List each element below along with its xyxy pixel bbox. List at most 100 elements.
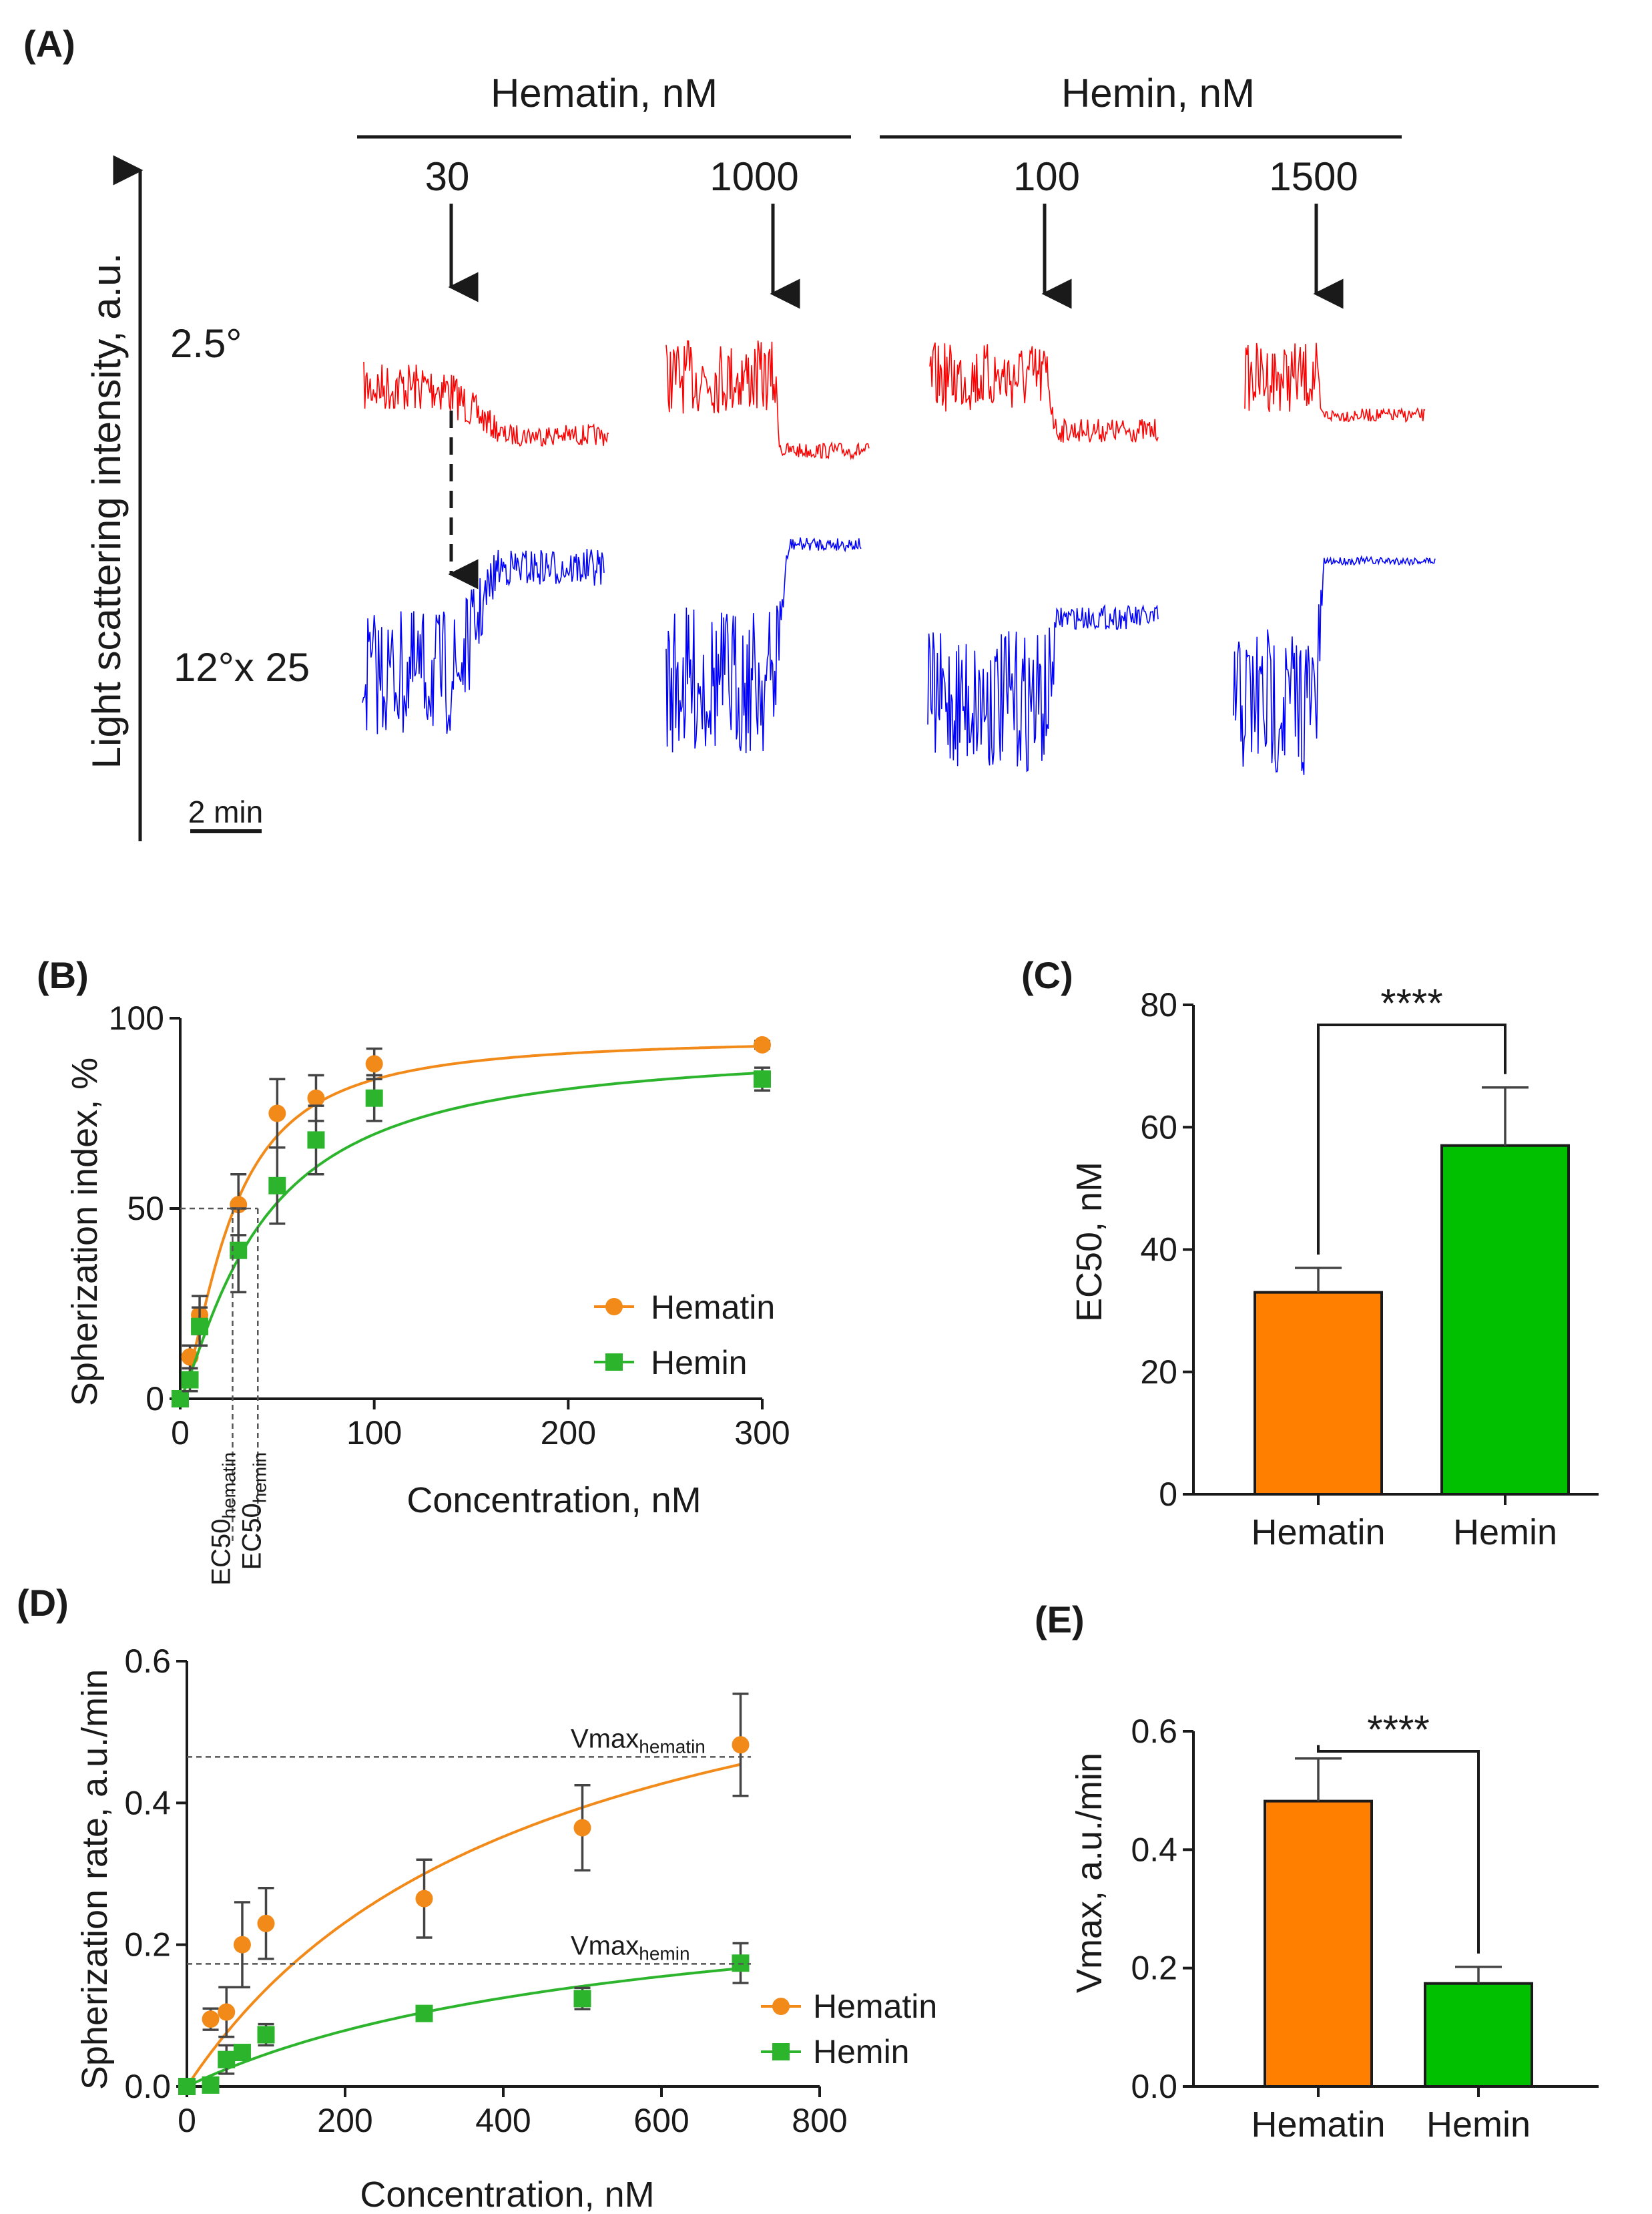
data-point-hemin: [233, 2044, 251, 2062]
x-tick-label: 0: [178, 2102, 196, 2139]
y-tick-label: 0.2: [1131, 1950, 1177, 1987]
data-point-hemin: [268, 1176, 286, 1194]
significance-label: ****: [1367, 1707, 1429, 1752]
significance-bracket: [1317, 1745, 1480, 1954]
row-label-top: 2.5°: [170, 321, 242, 366]
legend-d-hemin-marker: [772, 2043, 790, 2060]
y-tick-label: 80: [1140, 986, 1177, 1024]
category-label-hematin: Hematin: [1251, 1512, 1385, 1552]
fit-curve-hematin: [186, 1763, 741, 2088]
category-label-hematin: Hematin: [1251, 2105, 1385, 2145]
panel-e-label: (E): [1035, 1598, 1085, 1640]
data-point-hemin: [415, 2004, 433, 2022]
bar-hematin: [1264, 1799, 1373, 2088]
x-tick-label: 300: [734, 1414, 790, 1452]
data-point-hemin: [218, 2050, 236, 2068]
panel-c: (C) EC50, nM 0 20 40 60 80 Hematin Hemin ****: [1021, 954, 1599, 1552]
chart-c-ylabel: EC50, nM: [1069, 1162, 1109, 1322]
trace-blue-3: [927, 604, 1159, 772]
category-label-hemin: Hemin: [1426, 2105, 1531, 2145]
y-tick-label: 0.2: [124, 1926, 171, 1964]
panel-a: (A) Hematin, nM Hemin, nM 30 1000 100 15…: [23, 23, 1436, 841]
y-tick-label: 0.0: [1131, 2068, 1177, 2105]
data-point-hemin: [754, 1070, 771, 1088]
chart-d-ylabel: Spherization rate, a.u./min: [75, 1669, 115, 2090]
legend-hematin-marker: [605, 1298, 623, 1315]
chart-b-legend: Hematin Hemin: [594, 1289, 775, 1381]
chart-d-xlabel: Concentration, nM: [360, 2175, 654, 2214]
x-tick-label: 200: [317, 2102, 372, 2139]
trace-blue-4: [1233, 555, 1436, 775]
data-point-hematin: [415, 1890, 433, 1908]
trace-red-3: [929, 342, 1159, 443]
x-tick-label: 100: [346, 1414, 402, 1452]
dose-label-2: 1000: [710, 154, 798, 199]
dose-label-4: 1500: [1269, 154, 1358, 199]
legend-d-hemin: Hemin: [813, 2033, 909, 2070]
data-point-hematin: [233, 1936, 251, 1954]
x-tick-label: 800: [792, 2102, 847, 2139]
row-label-bottom: 12°x 25: [174, 645, 310, 690]
legend-d-hematin: Hematin: [813, 1988, 937, 2025]
bar-hemin: [1440, 1144, 1570, 1496]
bar-hemin: [1424, 1982, 1533, 2088]
chart-b-ylabel: Spherization index, %: [65, 1058, 105, 1406]
data-point-hematin: [732, 1736, 750, 1754]
panel-b: (B) Spherization index, % Concentration,…: [37, 954, 790, 1586]
y-tick-label: 0.4: [124, 1784, 171, 1821]
panel-d-label: (D): [17, 1582, 69, 1624]
data-point-hemin: [172, 1390, 189, 1407]
chart-e-ylabel: Vmax, a.u./min: [1069, 1753, 1109, 1993]
data-point-hematin: [202, 2010, 220, 2028]
panel-a-ylabel: Light scattering intensity, a.u.: [84, 253, 129, 769]
data-point-hemin: [202, 2076, 220, 2094]
chart-d-legend: Hematin Hemin: [761, 1988, 937, 2070]
x-tick-label: 200: [541, 1414, 596, 1452]
ec50-label-hematin: EC50hematin: [206, 1452, 239, 1586]
vmax-label-hematin: Vmaxhematin: [571, 1724, 706, 1757]
data-point-hematin: [218, 2003, 236, 2021]
dose-label-3: 100: [1013, 154, 1080, 199]
data-point-hemin: [573, 1990, 591, 2008]
y-tick-label: 50: [127, 1190, 164, 1227]
significance-label: ****: [1380, 981, 1442, 1026]
trace-red-1: [363, 361, 609, 447]
y-tick-label: 0.0: [124, 2068, 171, 2105]
data-point-hematin: [365, 1055, 383, 1073]
chart-c-plot: 0 20 40 60 80 Hematin Hemin ****: [1140, 981, 1599, 1552]
legend-hemin-marker: [605, 1353, 623, 1371]
bar-hematin: [1254, 1291, 1383, 1496]
panel-d: (D) Spherization rate, a.u./min Concentr…: [17, 1582, 937, 2214]
light-scattering-traces: [362, 340, 1436, 775]
vmax-label-hemin: Vmaxhemin: [571, 1931, 690, 1964]
category-label-hemin: Hemin: [1453, 1512, 1557, 1552]
x-tick-label: 0: [171, 1414, 190, 1452]
x-tick-label: 600: [633, 2102, 689, 2139]
significance-bracket: [1317, 1024, 1506, 1255]
ec50-label-hemin: EC50hemin: [237, 1452, 270, 1570]
trace-red-4: [1244, 343, 1426, 423]
data-point-hemin: [191, 1317, 209, 1335]
trace-blue-1: [362, 548, 605, 734]
trace-blue-2: [665, 537, 862, 754]
chart-d-plot: 0 200 400 600 800 0.0 0.2 0.4 0.6 Vmaxhematin Vmax…: [124, 1642, 847, 2139]
fit-curve-hemin: [186, 1967, 741, 2088]
panel-a-label: (A): [23, 23, 75, 65]
y-tick-label: 0.6: [1131, 1713, 1177, 1750]
y-tick-label: 0.4: [1131, 1831, 1177, 1868]
panel-b-label: (B): [37, 954, 89, 996]
data-point-hemin: [365, 1089, 383, 1107]
legend-hematin: Hematin: [651, 1289, 775, 1326]
dose-label-1: 30: [425, 154, 470, 199]
y-tick-label: 40: [1140, 1231, 1177, 1269]
scalebar-label: 2 min: [188, 795, 263, 829]
data-point-hematin: [573, 1819, 591, 1837]
y-tick-label: 0.6: [124, 1642, 171, 1680]
data-point-hematin: [257, 1914, 275, 1932]
legend-hemin: Hemin: [651, 1344, 747, 1381]
data-point-hemin: [307, 1131, 325, 1149]
group-label-hemin: Hemin, nM: [1061, 71, 1255, 116]
chart-b-xlabel: Concentration, nM: [406, 1480, 701, 1520]
y-tick-label: 100: [109, 1000, 164, 1037]
y-tick-label: 0: [1159, 1476, 1177, 1513]
